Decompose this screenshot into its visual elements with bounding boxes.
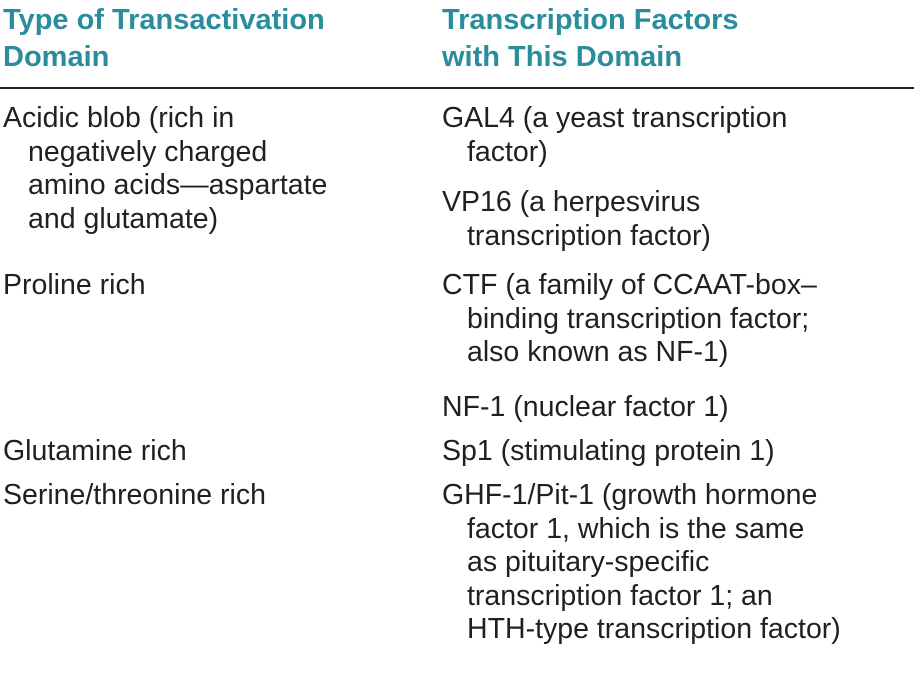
cell-line: NF-1 (nuclear factor 1) <box>442 391 729 423</box>
header-line: Domain <box>3 41 110 73</box>
cell-line: GHF-1/Pit-1 (growth hormone <box>442 479 818 511</box>
table-cell-factor: NF-1 (nuclear factor 1) <box>442 391 729 425</box>
header-transcription-factors: Transcription Factors with This Domain <box>442 2 739 76</box>
header-domain-type: Type of Transactivation Domain <box>3 2 325 76</box>
cell-line: factor 1, which is the same <box>467 512 805 545</box>
cell-line: GAL4 (a yeast transcription <box>442 102 788 134</box>
table-cell-domain: Serine/threonine rich <box>3 479 266 513</box>
table-cell-domain: Proline rich <box>3 269 146 303</box>
table-cell-factor: VP16 (a herpesvirus transcription factor… <box>442 186 711 253</box>
cell-line: CTF (a family of CCAAT-box– <box>442 269 817 301</box>
cell-line: Proline rich <box>3 269 146 301</box>
table-cell-factor: CTF (a family of CCAAT-box– binding tran… <box>442 269 817 370</box>
cell-line: transcription factor) <box>467 219 711 252</box>
cell-line: transcription factor 1; an <box>467 579 773 612</box>
header-rule <box>0 87 914 89</box>
table-header: Type of Transactivation Domain Transcrip… <box>0 0 914 88</box>
cell-line: also known as NF-1) <box>467 336 729 368</box>
table-cell-factor: GAL4 (a yeast transcription factor) <box>442 102 787 169</box>
cell-line: Serine/threonine rich <box>3 479 266 511</box>
cell-line: and glutamate) <box>28 202 219 235</box>
table-cell-domain: Acidic blob (rich in negatively charged … <box>3 102 327 236</box>
cell-line: Sp1 (stimulating protein 1) <box>442 435 775 467</box>
header-line: Transcription Factors <box>442 4 739 36</box>
cell-line: binding transcription factor; <box>467 302 810 335</box>
header-line: with This Domain <box>442 41 683 73</box>
table-cell-domain: Glutamine rich <box>3 435 187 469</box>
cell-line: HTH-type transcription factor) <box>467 613 841 645</box>
cell-line: VP16 (a herpesvirus <box>442 186 701 218</box>
cell-line: factor) <box>467 135 548 168</box>
cell-line: Acidic blob (rich in <box>3 102 235 134</box>
header-line: Type of Transactivation <box>3 4 325 36</box>
cell-line: negatively charged <box>28 135 268 168</box>
cell-line: Glutamine rich <box>3 435 187 467</box>
table-cell-factor: GHF-1/Pit-1 (growth hormone factor 1, wh… <box>442 479 841 647</box>
table-cell-factor: Sp1 (stimulating protein 1) <box>442 435 775 469</box>
cell-line: as pituitary-specific <box>467 546 710 578</box>
cell-line: amino acids—aspartate <box>28 169 328 201</box>
